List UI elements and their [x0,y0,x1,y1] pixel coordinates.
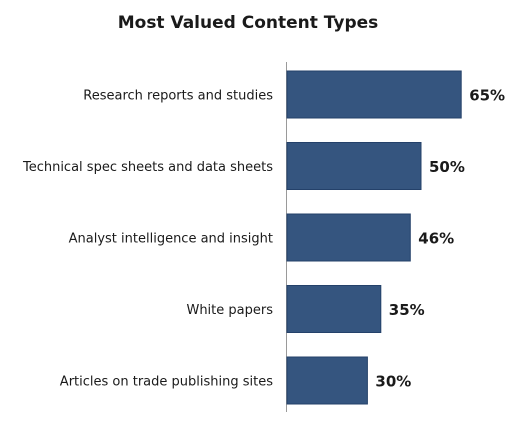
value-label-2: 50% [429,158,465,176]
bar-3 [286,213,411,262]
chart-title: Most Valued Content Types [118,13,379,33]
category-label-1: Research reports and studies [83,89,273,104]
category-label-4: White papers [186,303,273,318]
bar-5 [286,356,368,405]
value-label-5: 30% [375,373,411,391]
value-label-4: 35% [389,301,425,319]
category-label-3: Analyst intelligence and insight [69,232,273,247]
value-label-3: 46% [418,230,454,248]
bar-4 [286,285,382,333]
bar-1 [286,70,462,119]
bars-layer [286,70,462,405]
value-label-1: 65% [469,87,505,105]
category-label-2: Technical spec sheets and data sheets [22,160,273,175]
bar-2 [286,142,422,190]
category-labels: Research reports and studies Technical sp… [22,89,273,390]
value-labels: 65% 50% 46% 35% 30% [375,87,505,391]
category-label-5: Articles on trade publishing sites [60,375,273,390]
